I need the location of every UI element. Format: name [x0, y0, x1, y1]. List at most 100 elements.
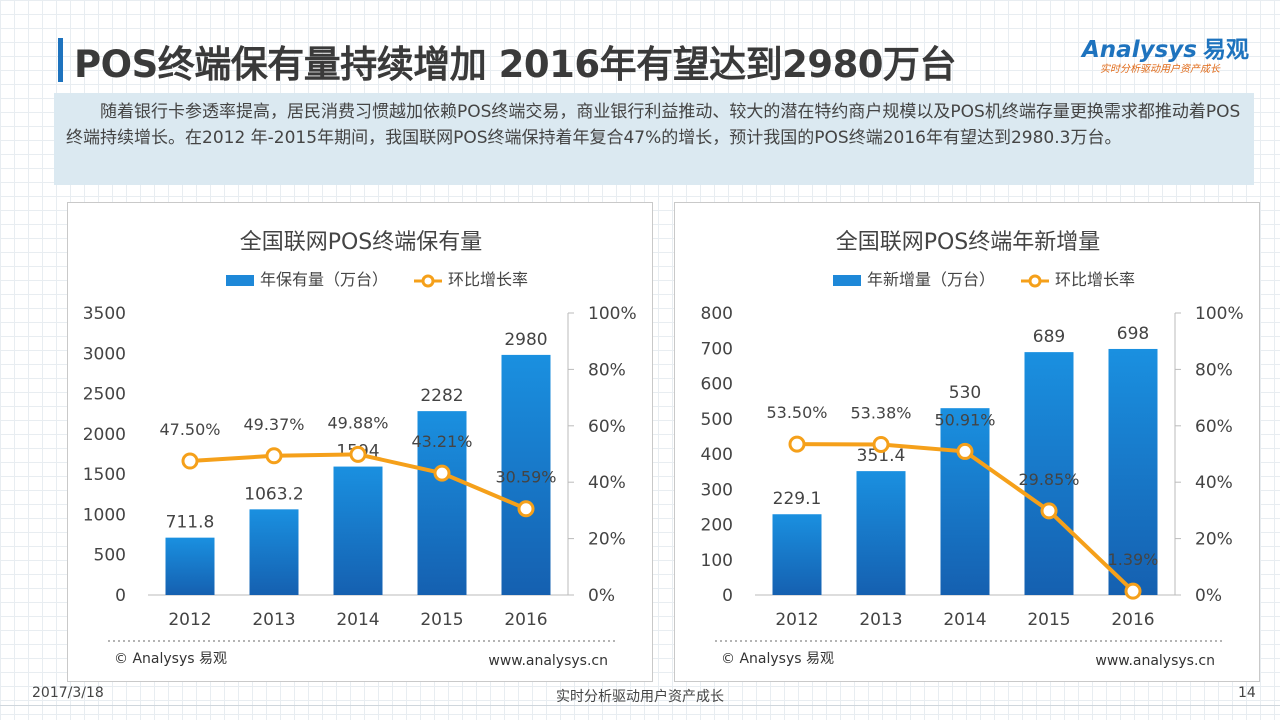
growth-rate-point [349, 445, 367, 463]
panel-copyright: © Analysys 易观 [721, 651, 834, 667]
page-title: POS终端保有量持续增加 2016年有望达到2980万台 [74, 43, 957, 86]
growth-rate-label: 49.37% [243, 415, 304, 434]
y-left-tick-label: 300 [701, 480, 733, 500]
x-tick-label: 2014 [943, 610, 986, 630]
chart-title: 全国联网POS终端保有量 [240, 230, 483, 255]
y-right-tick-label: 60% [1195, 417, 1233, 437]
panel-website: www.analysys.cn [1095, 653, 1215, 669]
bar [1024, 352, 1074, 595]
growth-rate-label: 50.91% [934, 410, 995, 429]
y-left-tick-label: 1000 [83, 505, 126, 525]
legend-bar-label: 年新增量（万台） [867, 270, 995, 289]
y-right-tick-label: 60% [588, 417, 626, 437]
x-tick-label: 2012 [168, 610, 211, 630]
y-left-tick-label: 2500 [83, 385, 126, 405]
y-left-tick-label: 700 [701, 339, 733, 359]
growth-rate-point [872, 435, 890, 453]
bar [856, 471, 906, 595]
chart-panel-holdings: 全国联网POS终端保有量年保有量（万台） 环比增长率 0 500 1000 1500 200… [67, 202, 653, 682]
y-left-tick-label: 3000 [83, 344, 126, 364]
growth-rate-label: 53.38% [850, 403, 911, 422]
footer-date: 2017/3/18 [32, 685, 104, 701]
bar-value-label: 530 [949, 383, 981, 403]
legend-bar-swatch [226, 275, 254, 286]
bar-value-label: 711.8 [166, 513, 215, 533]
y-right-tick-label: 20% [1195, 530, 1233, 550]
growth-rate-point [1124, 582, 1142, 600]
chart-title: 全国联网POS终端年新增量 [836, 230, 1101, 255]
bar-value-label: 1063.2 [244, 484, 303, 504]
summary-text: 随着银行卡参透率提高，居民消费习惯越加依赖POS终端交易，商业银行利益推动、较大… [66, 102, 1241, 148]
growth-rate-label: 29.85% [1018, 470, 1079, 489]
bar [165, 537, 215, 595]
y-right-tick-label: 40% [1195, 473, 1233, 493]
growth-rate-point [181, 452, 199, 470]
y-left-tick-label: 1500 [83, 465, 126, 485]
y-right-tick-label: 20% [588, 530, 626, 550]
bar [940, 408, 990, 595]
legend-bar-swatch [833, 275, 861, 286]
footer-slogan: 实时分析驱动用户资产成长 [556, 689, 724, 705]
legend-line-marker [1028, 274, 1042, 288]
bar-value-label: 351.4 [857, 446, 906, 466]
bar-value-label: 698 [1117, 324, 1149, 344]
legend-line-label: 环比增长率 [448, 270, 528, 289]
y-left-tick-label: 500 [94, 546, 126, 566]
y-right-tick-label: 80% [1195, 360, 1233, 380]
legend-line-label: 环比增长率 [1055, 270, 1135, 289]
chart-panel-new-additions: 全国联网POS终端年新增量 年新增量（万台） 环比增长率 0 100 200 300 400 5… [674, 202, 1260, 682]
summary-box: 随着银行卡参透率提高，居民消费习惯越加依赖POS终端交易，商业银行利益推动、较大… [54, 93, 1254, 185]
y-left-tick-label: 500 [701, 410, 733, 430]
title-accent-bar [58, 38, 63, 82]
analysys-logo: Analysys 易观 实时分析驱动用户资产成长 [1082, 30, 1252, 80]
y-right-tick-label: 0% [588, 586, 615, 606]
growth-rate-label: 1.39% [1108, 550, 1159, 569]
bar-value-label: 689 [1033, 327, 1065, 347]
panel-website: www.analysys.cn [488, 653, 608, 669]
growth-rate-point [788, 435, 806, 453]
x-tick-label: 2015 [1027, 610, 1070, 630]
growth-rate-label: 53.50% [766, 403, 827, 422]
y-left-tick-label: 200 [701, 516, 733, 536]
y-right-tick-label: 80% [588, 360, 626, 380]
bar [772, 514, 822, 595]
growth-rate-label: 47.50% [159, 420, 220, 439]
y-right-tick-label: 100% [1195, 304, 1244, 324]
growth-rate-label: 49.88% [327, 413, 388, 432]
bar-value-label: 2980 [504, 330, 547, 350]
y-left-tick-label: 0 [722, 586, 733, 606]
x-tick-label: 2016 [504, 610, 547, 630]
y-left-tick-label: 3500 [83, 304, 126, 324]
page-number: 14 [1238, 685, 1256, 701]
growth-rate-point [517, 500, 535, 518]
growth-rate-label: 30.59% [495, 468, 556, 487]
growth-rate-point [265, 447, 283, 465]
bar [501, 354, 551, 595]
bar [249, 509, 299, 595]
bar-value-label: 229.1 [773, 489, 822, 509]
logo-slogan: 实时分析驱动用户资产成长 [1100, 64, 1220, 75]
growth-rate-point [956, 442, 974, 460]
bar [1108, 348, 1158, 595]
logo-brand-cn: 易观 [1202, 37, 1249, 63]
y-right-tick-label: 100% [588, 304, 637, 324]
x-tick-label: 2014 [336, 610, 379, 630]
y-right-tick-label: 0% [1195, 586, 1222, 606]
x-tick-label: 2015 [420, 610, 463, 630]
legend-bar-label: 年保有量（万台） [260, 270, 388, 289]
growth-rate-point [433, 464, 451, 482]
x-tick-label: 2016 [1111, 610, 1154, 630]
x-tick-label: 2012 [775, 610, 818, 630]
bar-value-label: 2282 [420, 386, 463, 406]
bar [333, 466, 383, 595]
x-tick-label: 2013 [859, 610, 902, 630]
y-left-tick-label: 0 [115, 586, 126, 606]
y-left-tick-label: 2000 [83, 425, 126, 445]
y-left-tick-label: 800 [701, 304, 733, 324]
y-left-tick-label: 600 [701, 375, 733, 395]
growth-rate-label: 43.21% [411, 432, 472, 451]
logo-brand: Analysys 易观 [1082, 30, 1249, 64]
y-left-tick-label: 100 [701, 551, 733, 571]
